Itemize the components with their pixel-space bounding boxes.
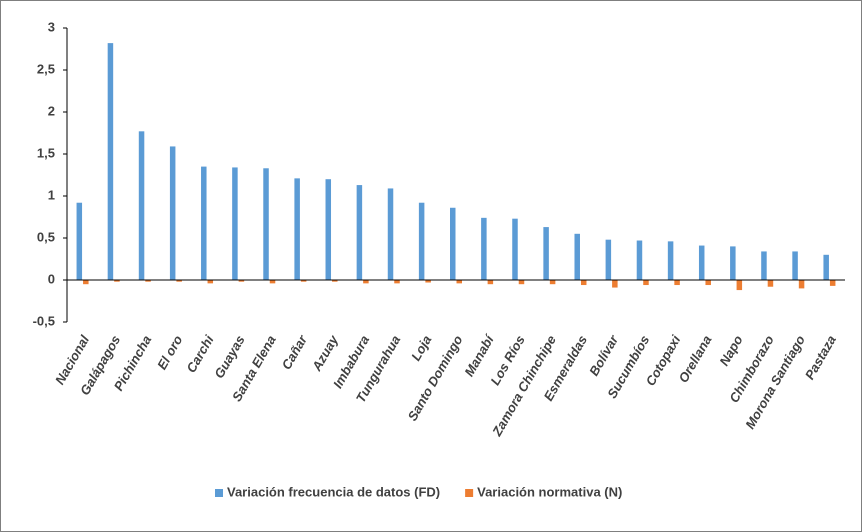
- bar: [425, 280, 431, 283]
- bar: [829, 280, 836, 286]
- bar: [487, 280, 494, 285]
- bar: [730, 246, 736, 280]
- y-tick-label: 2: [48, 103, 55, 118]
- bar: [705, 280, 711, 286]
- bar: [114, 280, 120, 282]
- bar: [76, 202, 83, 280]
- bar: [792, 251, 798, 280]
- y-tick-label: -0,5: [33, 313, 55, 328]
- bar: [83, 280, 89, 285]
- bar: [269, 280, 276, 284]
- bar: [636, 240, 643, 280]
- bar: [107, 43, 114, 281]
- bar: [232, 167, 238, 280]
- y-tick-label: 2,5: [37, 61, 55, 76]
- bar: [363, 280, 369, 284]
- bar: [667, 241, 674, 280]
- bar: [418, 202, 425, 280]
- y-tick-label: 0: [48, 271, 55, 286]
- bar: [145, 280, 151, 282]
- legend-swatch: [215, 489, 223, 497]
- bar: [201, 166, 207, 280]
- bar: [549, 280, 556, 285]
- bar: [605, 239, 612, 280]
- bar: [456, 280, 462, 284]
- bar: [325, 179, 332, 280]
- legend-label: Variación normativa (N): [477, 484, 622, 499]
- bar: [736, 280, 743, 291]
- bar: [798, 280, 805, 289]
- bar: [767, 280, 774, 287]
- bar: [612, 280, 618, 288]
- bar: [263, 168, 269, 280]
- y-tick-label: 3: [48, 19, 55, 34]
- bar: [394, 280, 400, 284]
- y-tick-label: 1: [48, 187, 55, 202]
- bar: [176, 280, 182, 282]
- bar: [481, 217, 487, 280]
- bar: [543, 227, 549, 280]
- bar: [238, 280, 245, 282]
- bar: [698, 245, 705, 280]
- bar: [356, 185, 363, 280]
- bar: [512, 218, 518, 280]
- bar: [300, 280, 307, 282]
- bar: [294, 178, 300, 280]
- bar: [518, 280, 525, 285]
- bar: [643, 280, 649, 286]
- bar: [207, 280, 214, 284]
- legend-swatch: [465, 489, 474, 497]
- bar: [574, 233, 580, 280]
- bar: [580, 280, 587, 286]
- bar: [169, 146, 176, 280]
- bar: [450, 207, 456, 280]
- bar: [674, 280, 680, 286]
- bar: [387, 188, 394, 280]
- bar: [823, 254, 829, 280]
- y-tick-label: 1,5: [37, 145, 55, 160]
- bar: [138, 131, 145, 280]
- bar: [761, 251, 767, 280]
- bar: [332, 280, 338, 282]
- y-tick-label: 0,5: [37, 229, 55, 244]
- legend-label: Variación frecuencia de datos (FD): [227, 484, 440, 499]
